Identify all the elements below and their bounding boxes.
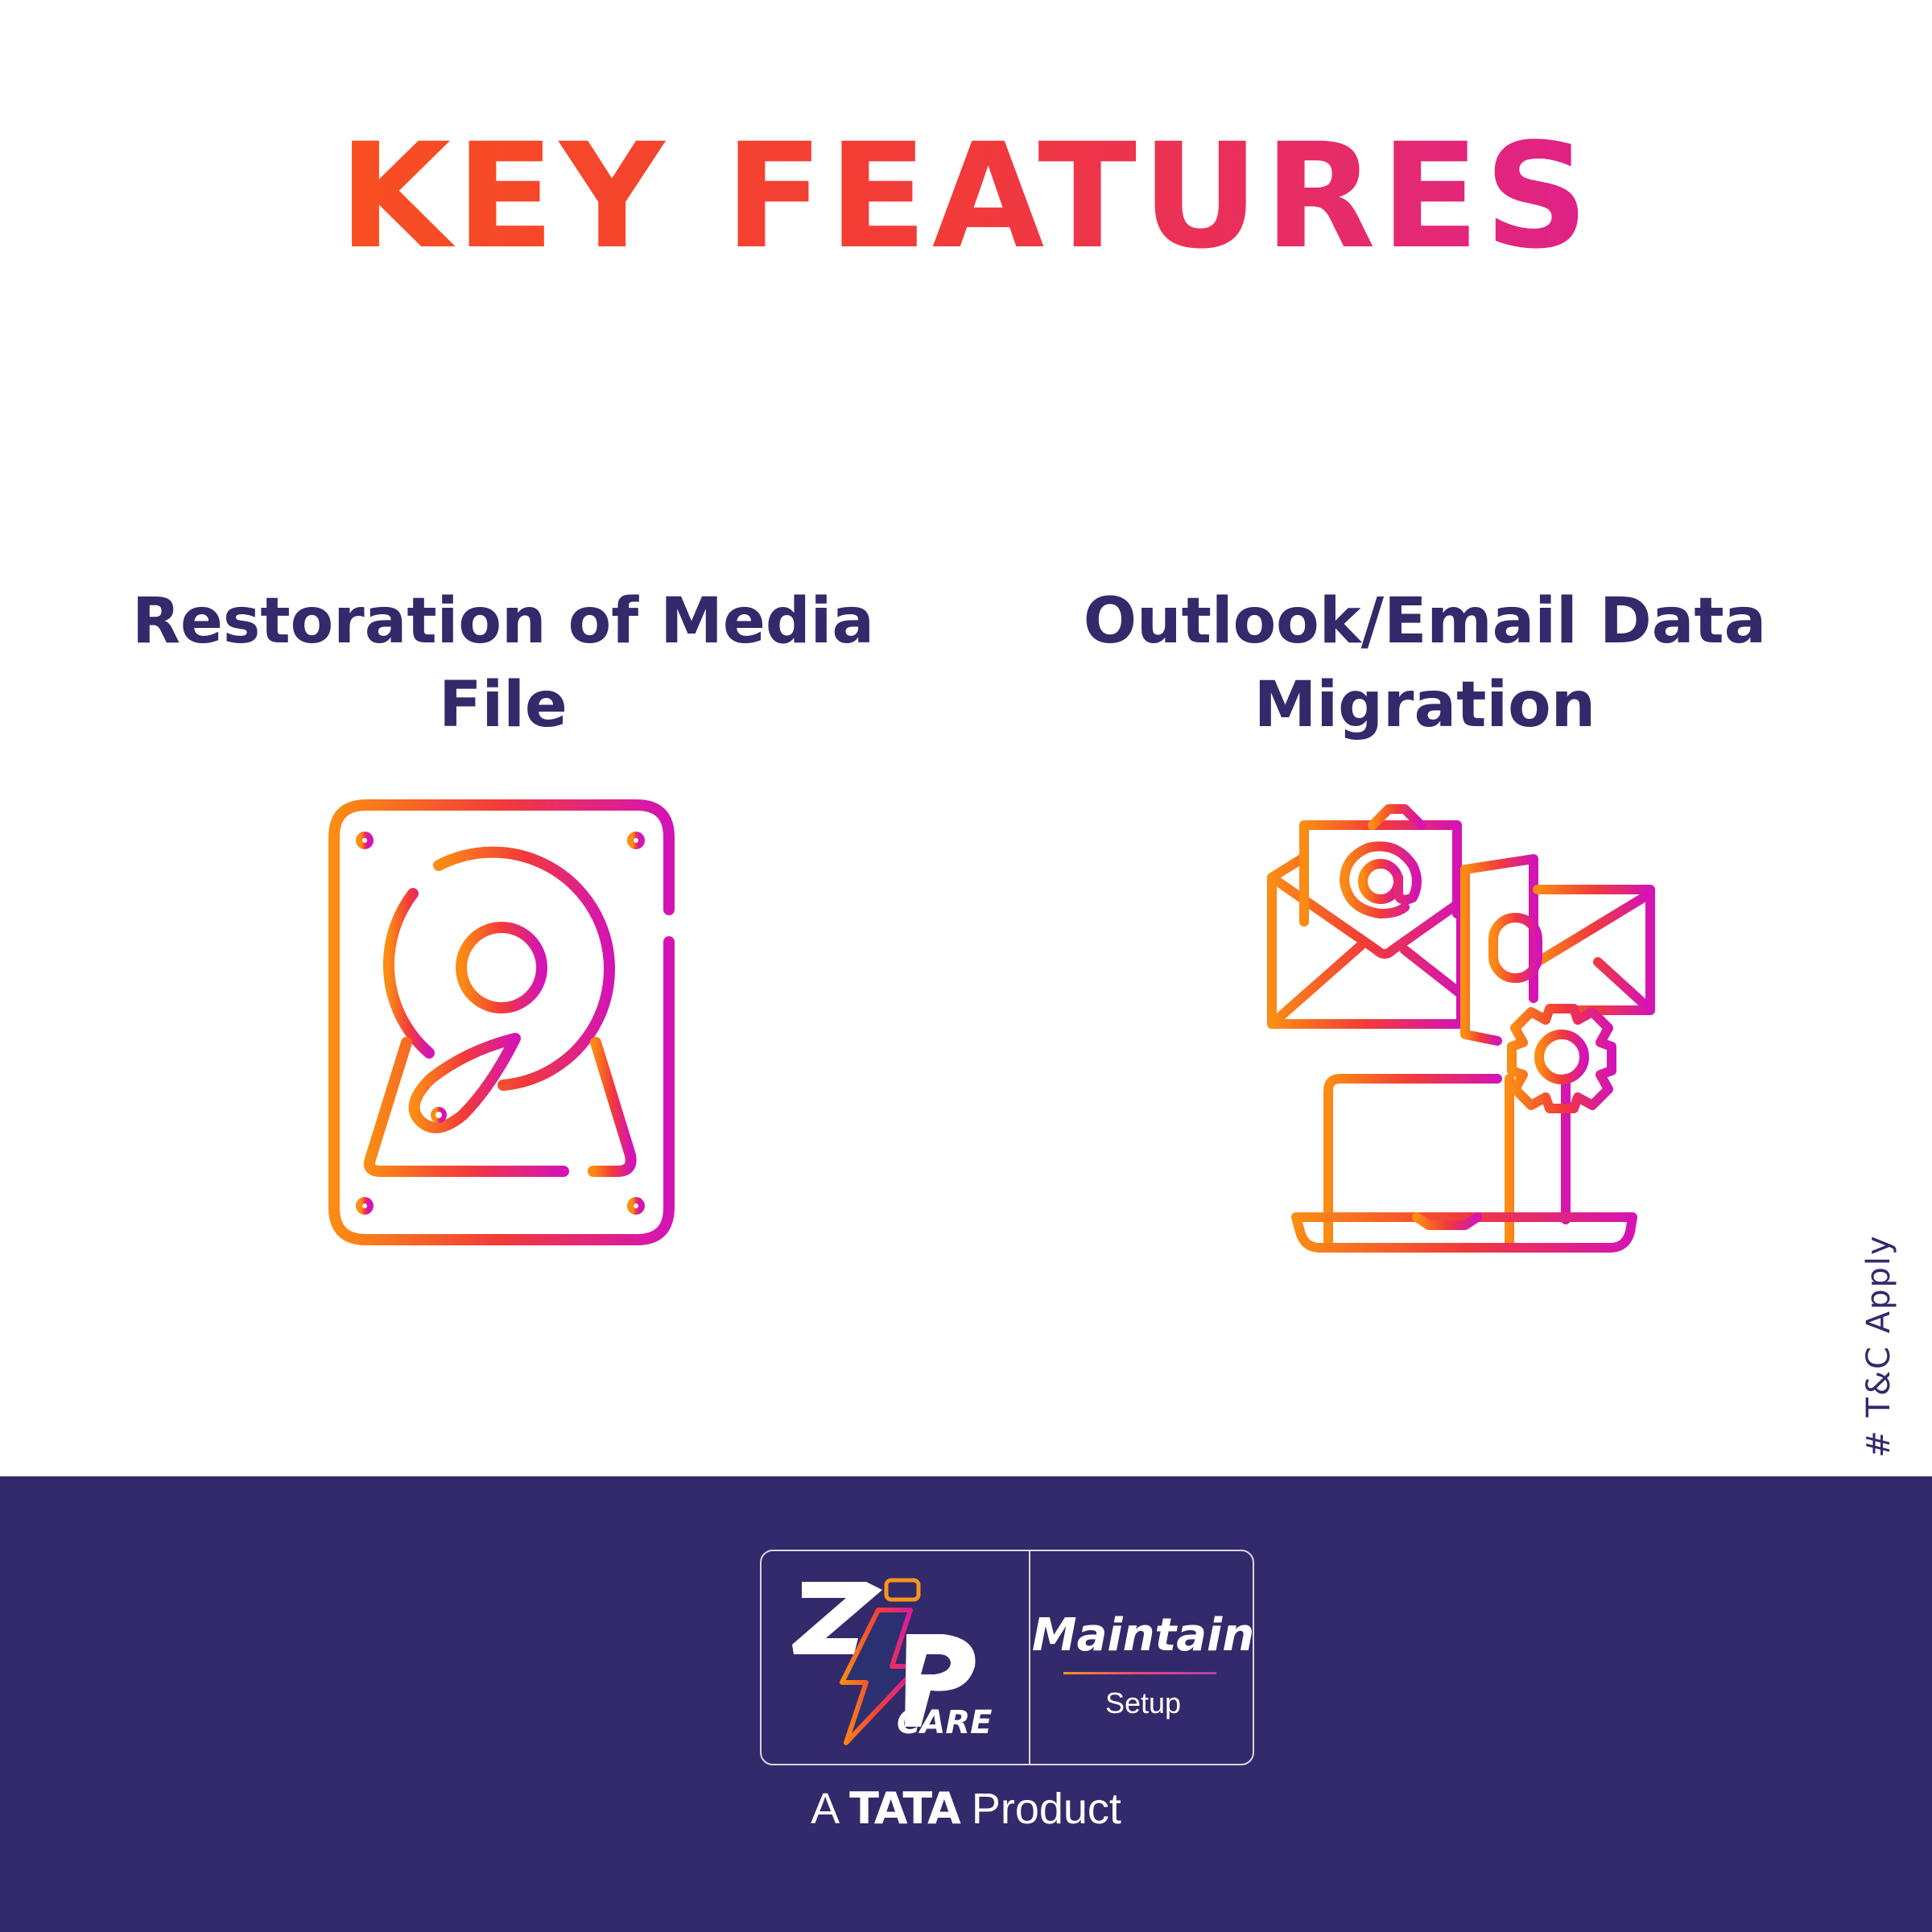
plan-name: Maintain	[1031, 1609, 1255, 1662]
tagline-prefix: A	[811, 1785, 838, 1833]
email-migration-icon	[1267, 804, 1655, 1253]
logo-care-text: CARE	[897, 1704, 993, 1741]
feature-title-line: Migration	[1253, 669, 1596, 741]
plan-underline	[1063, 1672, 1216, 1674]
page-title: KEY FEATURES	[0, 113, 1932, 281]
footer	[0, 1476, 1932, 1932]
feature-title-email-migration: Outlook/Email Data Migration	[1022, 580, 1827, 747]
feature-title-line: Outlook/Email Data	[1083, 585, 1767, 658]
terms-disclaimer: # T&C Apply	[1860, 1234, 1897, 1458]
tata-tagline: A TATA Product	[0, 1783, 1932, 1834]
tata-brand: TATA	[849, 1783, 961, 1834]
feature-title-media-restoration: Restoration of Media File	[101, 580, 906, 747]
zip-care-logo: CARE Maintain Setup	[760, 1550, 1254, 1765]
plan-subtitle: Setup	[1104, 1686, 1182, 1719]
logo-divider	[1029, 1551, 1030, 1764]
zip-lightning-logo-icon	[792, 1578, 976, 1745]
tagline-suffix: Product	[971, 1785, 1121, 1833]
feature-title-line: File	[439, 669, 568, 741]
hard-disk-icon	[328, 799, 675, 1245]
feature-title-line: Restoration of Media	[131, 585, 875, 658]
